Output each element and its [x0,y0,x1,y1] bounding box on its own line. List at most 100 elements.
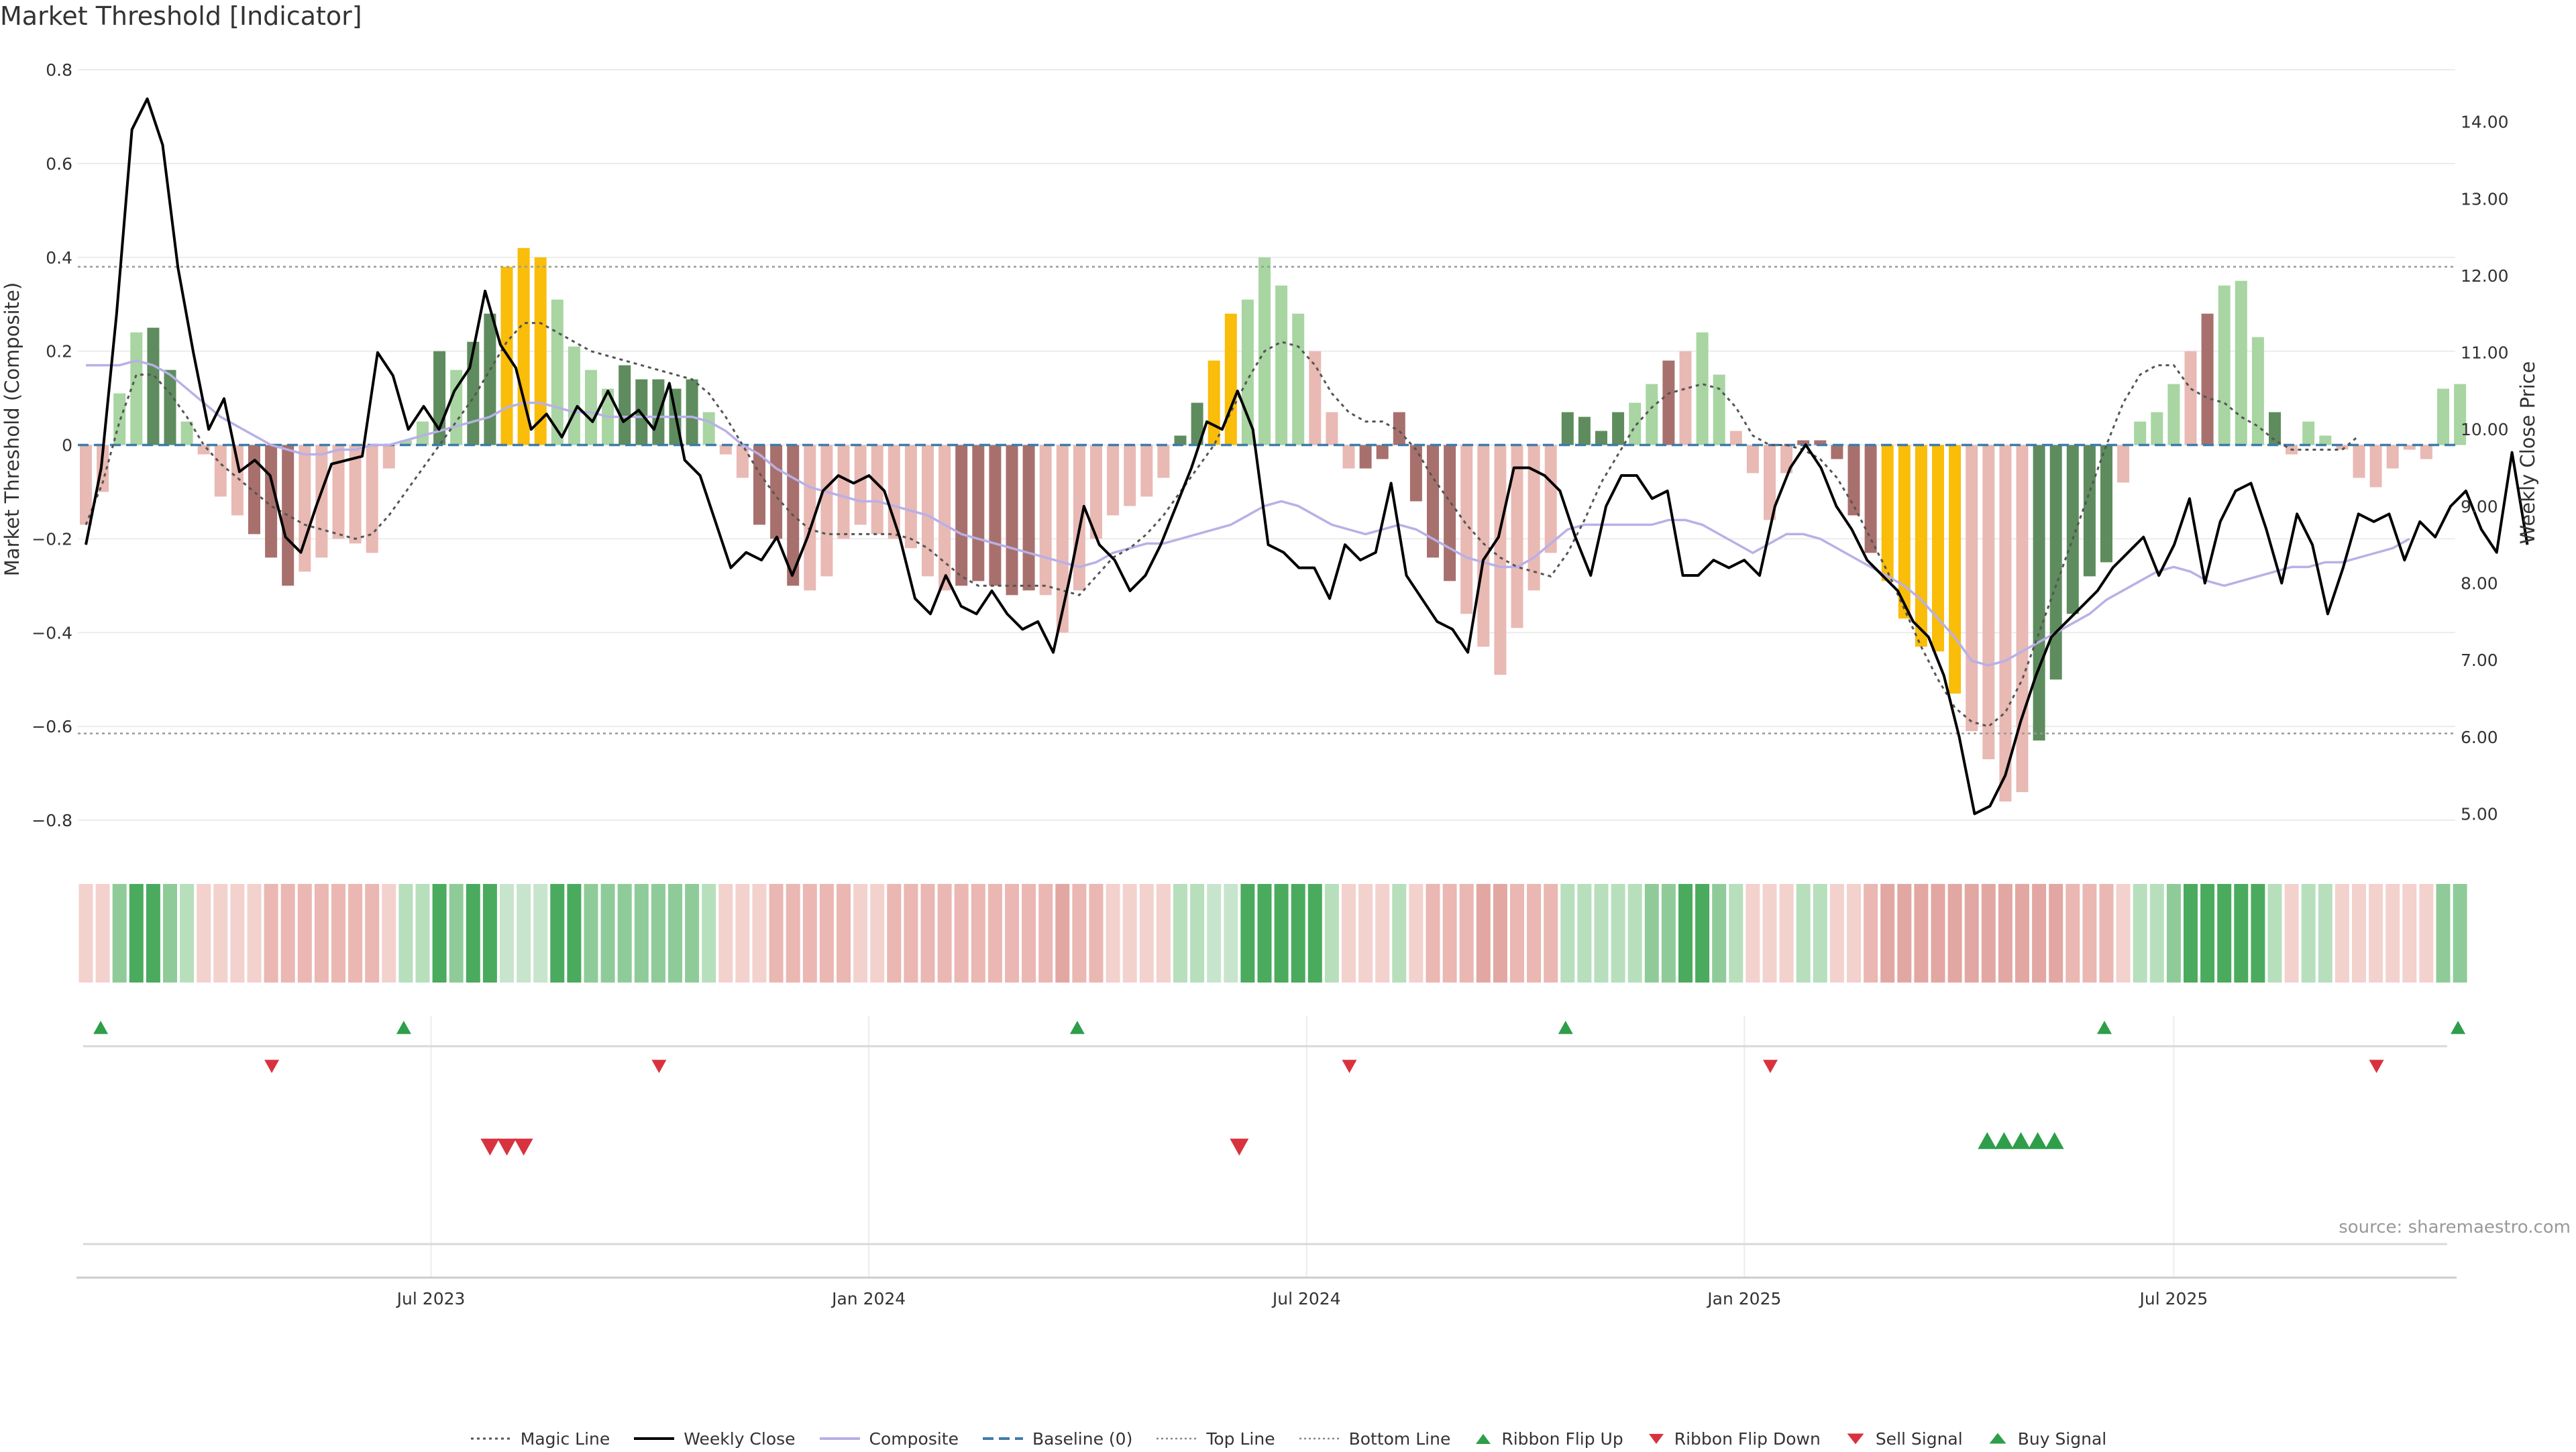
ribbon-cell [180,884,195,983]
composite-bar [1814,440,1827,445]
ribbon-cell [146,884,160,983]
ribbon-cell [2267,884,2282,983]
ribbon-cell [1627,884,1642,983]
composite-bar [1326,412,1338,445]
ribbon-cell [1476,884,1491,983]
composite-bar [1982,445,1995,760]
legend-item-magic-line: Magic Line [470,1429,610,1449]
buy-signal-marker [2028,1132,2047,1150]
ribbon-cell [1038,884,1053,983]
composite-bar [2454,384,2467,445]
composite-bar [1561,412,1574,445]
y-tick-label: 0.2 [46,342,72,361]
y2-tick-label: 9.00 [2461,497,2498,516]
composite-bar [1746,445,1759,473]
ribbon-cell [1055,884,1070,983]
composite-bar [2134,421,2147,445]
composite-bar [2151,412,2163,445]
buy-signal-marker [2011,1132,2031,1150]
legend-item-buy-signal: Buy Signal [1986,1429,2106,1449]
ribbon-cell [2385,884,2400,983]
weekly-close-line [85,97,2529,816]
composite-bar [989,445,1002,586]
composite-bar [2420,445,2432,459]
ribbon-cell [769,884,784,983]
ribbon-cell [1779,884,1794,983]
composite-bar [1477,445,1490,647]
ribbon-cell [819,884,834,983]
composite-bar [888,445,900,539]
ribbon-flip-down-marker [2369,1060,2384,1073]
ribbon-cell [1240,884,1255,983]
page-title: Market Threshold [Indicator] [0,1,362,31]
ribbon-cell [1594,884,1609,983]
ribbon-cell [702,884,716,983]
ribbon-cell [1207,884,1222,983]
composite-bar [1881,445,1894,581]
ribbon-flip-down-marker [264,1060,280,1073]
ribbon-cell [651,884,665,983]
composite-bar [1140,445,1153,497]
ribbon-cell [314,884,329,983]
ribbon-cell [1005,884,1019,983]
ribbon-cell [533,884,548,983]
ribbon-cell [1947,884,1962,983]
composite-bar [1174,435,1187,445]
composite-bar [399,440,412,445]
ribbon-cell [1122,884,1137,983]
ribbon-cell [685,884,700,983]
ribbon-cell [954,884,969,983]
ribbon-cell [752,884,767,983]
y-tick-label: −0.4 [32,623,72,643]
ribbon-cell [550,884,565,983]
composite-bar [2033,445,2045,741]
composite-bar [955,445,968,586]
ribbon-cell [2149,884,2164,983]
ribbon-cell [987,884,1002,983]
composite-bar [1915,445,1927,647]
sell-signal-marker [1230,1138,1249,1156]
ribbon-cell [398,884,413,983]
y2-axis-label: Weekly Close Price [2516,361,2539,545]
composite-bar [1376,445,1389,459]
ribbon-cell [1661,884,1676,983]
composite-bar [1006,445,1018,596]
composite-bar [231,445,244,516]
axes: 0.8 0.6 0.4 0.2 0 −0.2 −0.4 −0.6 −0.8 14.00 13.00 1… [32,60,2508,1308]
ribbon-flip-up-marker [2451,1021,2466,1034]
y2-tick-label: 14.00 [2461,113,2509,132]
composite-bar [804,445,816,591]
composite-bar [214,445,227,497]
ribbon-cell [634,884,649,983]
composite-bar [1662,360,1675,445]
ribbon-cell [1156,884,1171,983]
composite-bar [938,445,951,591]
ribbon-cell [920,884,935,983]
ribbon-cell [415,884,430,983]
legend-item-top-line: Top Line [1155,1429,1275,1449]
ribbon-cell [2065,884,2080,983]
y2-tick-label: 5.00 [2461,804,2498,824]
ribbon-cell [971,884,985,983]
composite-bar [484,313,496,445]
ribbon-cell [449,884,464,983]
ribbon-cell [1864,884,1878,983]
composite-bar [417,421,429,445]
composite-bar [2117,445,2130,483]
ribbon-cell [2453,884,2467,983]
ribbon-flip-up-marker [1069,1021,1085,1034]
ribbon-cell [1459,884,1474,983]
composite-bar [2336,445,2349,450]
y-tick-label: 0 [62,436,72,455]
ribbon-cell [264,884,278,983]
legend: Magic Line Weekly Close Composite Baseli… [0,1425,2576,1452]
ribbon-cell [2402,884,2417,983]
ribbon-cell [78,884,93,983]
ribbon-cell [2133,884,2147,983]
composite-bar [1073,445,1085,591]
x-tick-label: Jan 2024 [830,1289,906,1308]
ribbon-cell [1375,884,1390,983]
triangle-down-icon [1648,1434,1664,1444]
ribbon-cell [1695,884,1710,983]
